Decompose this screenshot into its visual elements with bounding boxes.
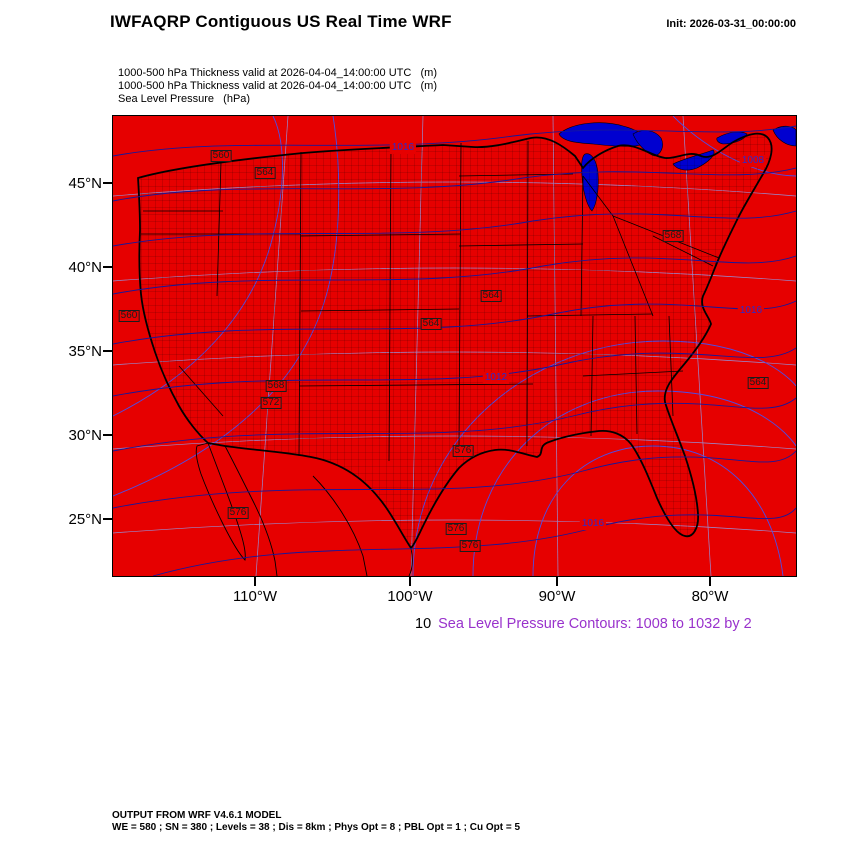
footer-model-version: OUTPUT FROM WRF V4.6.1 MODEL bbox=[112, 810, 282, 821]
lat-label-45n: 45°N bbox=[68, 175, 102, 192]
footer-model-settings: WE = 580 ; SN = 380 ; Levels = 38 ; Dis … bbox=[112, 822, 521, 833]
thickness-contours bbox=[113, 125, 796, 576]
axis-tick bbox=[103, 350, 112, 352]
lat-label-30n: 30°N bbox=[68, 427, 102, 444]
axis-tick bbox=[556, 577, 558, 586]
axis-tick bbox=[709, 577, 711, 586]
lon-label-110w: 110°W bbox=[232, 588, 278, 605]
caption-prefix: 10 bbox=[415, 616, 432, 632]
lon-label-100w: 100°W bbox=[387, 588, 433, 605]
subtitle-thickness-2: 1000-500 hPa Thickness valid at 2026-04-… bbox=[118, 80, 437, 92]
state-borders bbox=[141, 140, 720, 462]
axis-tick bbox=[254, 577, 256, 586]
lon-label-80w: 80°W bbox=[691, 588, 729, 605]
lon-label-90w: 90°W bbox=[538, 588, 576, 605]
axis-tick bbox=[103, 182, 112, 184]
axis-tick bbox=[103, 434, 112, 436]
subtitle-thickness-1: 1000-500 hPa Thickness valid at 2026-04-… bbox=[118, 67, 437, 79]
axis-tick bbox=[103, 266, 112, 268]
lat-label-35n: 35°N bbox=[68, 343, 102, 360]
page-title: IWFAQRP Contiguous US Real Time WRF bbox=[110, 12, 452, 31]
contour-caption: 10 Sea Level Pressure Contours: 1008 to 1… bbox=[415, 616, 752, 632]
lat-label-40n: 40°N bbox=[68, 259, 102, 276]
axis-tick bbox=[103, 518, 112, 520]
axis-tick bbox=[409, 577, 411, 586]
us-weather-map bbox=[113, 116, 796, 576]
caption-text: Sea Level Pressure Contours: 1008 to 103… bbox=[438, 616, 752, 632]
mexico-coastline bbox=[195, 442, 413, 576]
subtitle-slp: Sea Level Pressure (hPa) bbox=[118, 93, 251, 105]
lat-label-25n: 25°N bbox=[68, 511, 102, 528]
map-plot-frame: 560 564 1016 1008 568 564 564 1016 560 564 568 572 1… bbox=[112, 115, 797, 577]
us-border-counties bbox=[137, 132, 773, 550]
init-timestamp: Init: 2026-03-31_00:00:00 bbox=[666, 18, 796, 30]
